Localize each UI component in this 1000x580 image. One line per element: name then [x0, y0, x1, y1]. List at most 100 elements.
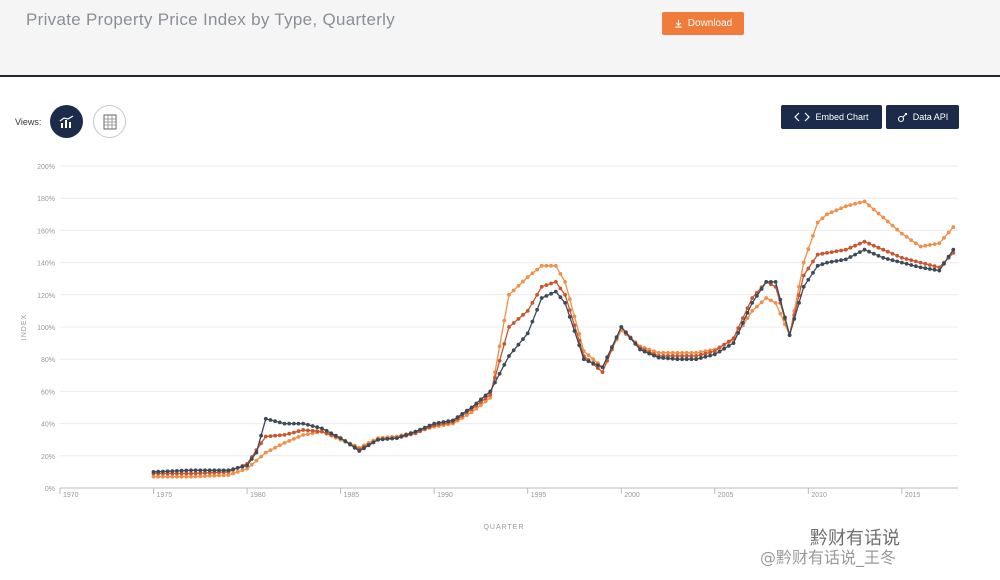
data-point: [895, 227, 900, 232]
data-point: [675, 357, 680, 362]
data-point: [577, 343, 582, 347]
data-point: [184, 474, 189, 479]
data-point: [507, 325, 511, 329]
data-point: [797, 293, 801, 298]
data-point: [221, 468, 226, 473]
download-button[interactable]: Download: [662, 12, 744, 35]
data-point: [525, 309, 530, 313]
data-point: [212, 468, 217, 473]
data-point: [829, 210, 834, 215]
data-point: [811, 233, 815, 238]
x-tick-label: 1990: [437, 492, 453, 499]
data-point: [684, 354, 689, 358]
data-point: [511, 321, 516, 325]
data-point: [787, 333, 792, 337]
data-point: [535, 292, 539, 297]
data-point: [839, 206, 843, 211]
data-point: [820, 216, 825, 221]
data-point: [207, 468, 212, 473]
page-header: Private Property Price Index by Type, Qu…: [0, 0, 1000, 77]
y-tick-label: 0%: [45, 486, 55, 493]
chart-view-button[interactable]: [50, 105, 83, 138]
data-point: [591, 357, 596, 362]
data-point: [413, 429, 418, 434]
data-point: [778, 311, 783, 316]
data-point: [151, 474, 156, 479]
data-point: [502, 362, 507, 367]
table-view-icon: [103, 114, 116, 129]
data-point: [380, 437, 385, 442]
data-point: [904, 257, 909, 261]
views-label: Views:: [15, 117, 42, 127]
data-point: [684, 357, 689, 362]
data-point: [726, 344, 731, 348]
data-point: [259, 433, 263, 438]
data-point: [282, 441, 287, 445]
x-tick-label: 1970: [63, 492, 79, 499]
data-point: [539, 263, 544, 268]
data-point: [890, 258, 895, 263]
data-point: [553, 280, 558, 284]
embed-chart-button[interactable]: Embed Chart: [781, 105, 882, 129]
data-point: [867, 241, 871, 246]
data-point: [811, 259, 815, 264]
table-view-button[interactable]: [93, 105, 126, 138]
data-point: [310, 424, 315, 428]
y-tick-label: 140%: [37, 261, 55, 268]
data-point: [843, 204, 848, 209]
data-point: [479, 403, 483, 407]
data-point: [259, 441, 263, 446]
y-tick-label: 80%: [41, 357, 55, 364]
embed-chart-label: Embed Chart: [815, 112, 869, 122]
data-point: [834, 208, 839, 213]
data-point: [881, 215, 886, 220]
data-point: [521, 279, 525, 284]
data-point: [586, 353, 591, 358]
data-point: [914, 241, 918, 246]
data-point: [301, 428, 306, 432]
data-api-button[interactable]: Data API: [886, 105, 959, 129]
data-point: [642, 349, 647, 354]
data-point: [198, 474, 203, 479]
data-point: [680, 350, 684, 355]
data-point: [820, 251, 825, 256]
data-point: [773, 280, 778, 284]
data-point: [801, 260, 806, 265]
data-point: [797, 284, 801, 289]
watermark-line-2: @黔财有话说_王冬: [760, 548, 897, 567]
series-line: [153, 248, 954, 473]
data-point: [198, 468, 203, 473]
data-point: [334, 433, 338, 438]
data-point: [853, 252, 857, 257]
data-point: [839, 248, 843, 253]
data-point: [221, 473, 226, 478]
data-point: [460, 412, 465, 416]
data-point: [741, 316, 745, 320]
data-point: [193, 474, 198, 479]
data-point: [488, 395, 493, 400]
data-point: [628, 336, 633, 341]
data-point: [273, 419, 277, 424]
data-point: [161, 474, 165, 479]
data-point: [862, 247, 867, 252]
data-point: [853, 201, 857, 206]
data-point: [656, 355, 661, 360]
data-point: [811, 270, 815, 275]
data-point: [502, 342, 507, 346]
data-point: [516, 342, 521, 347]
data-point: [773, 301, 778, 305]
data-point: [240, 464, 245, 469]
data-point: [226, 473, 231, 477]
data-point: [909, 258, 914, 263]
data-api-label: Data API: [912, 112, 949, 122]
data-point: [156, 469, 161, 474]
data-point: [184, 468, 189, 473]
data-point: [895, 259, 900, 264]
data-point: [558, 286, 563, 291]
data-point: [689, 350, 694, 355]
data-point: [689, 357, 694, 362]
data-point: [245, 463, 250, 468]
data-point: [815, 220, 820, 225]
x-axis-title: QUARTER: [483, 524, 524, 531]
data-point: [904, 234, 909, 239]
